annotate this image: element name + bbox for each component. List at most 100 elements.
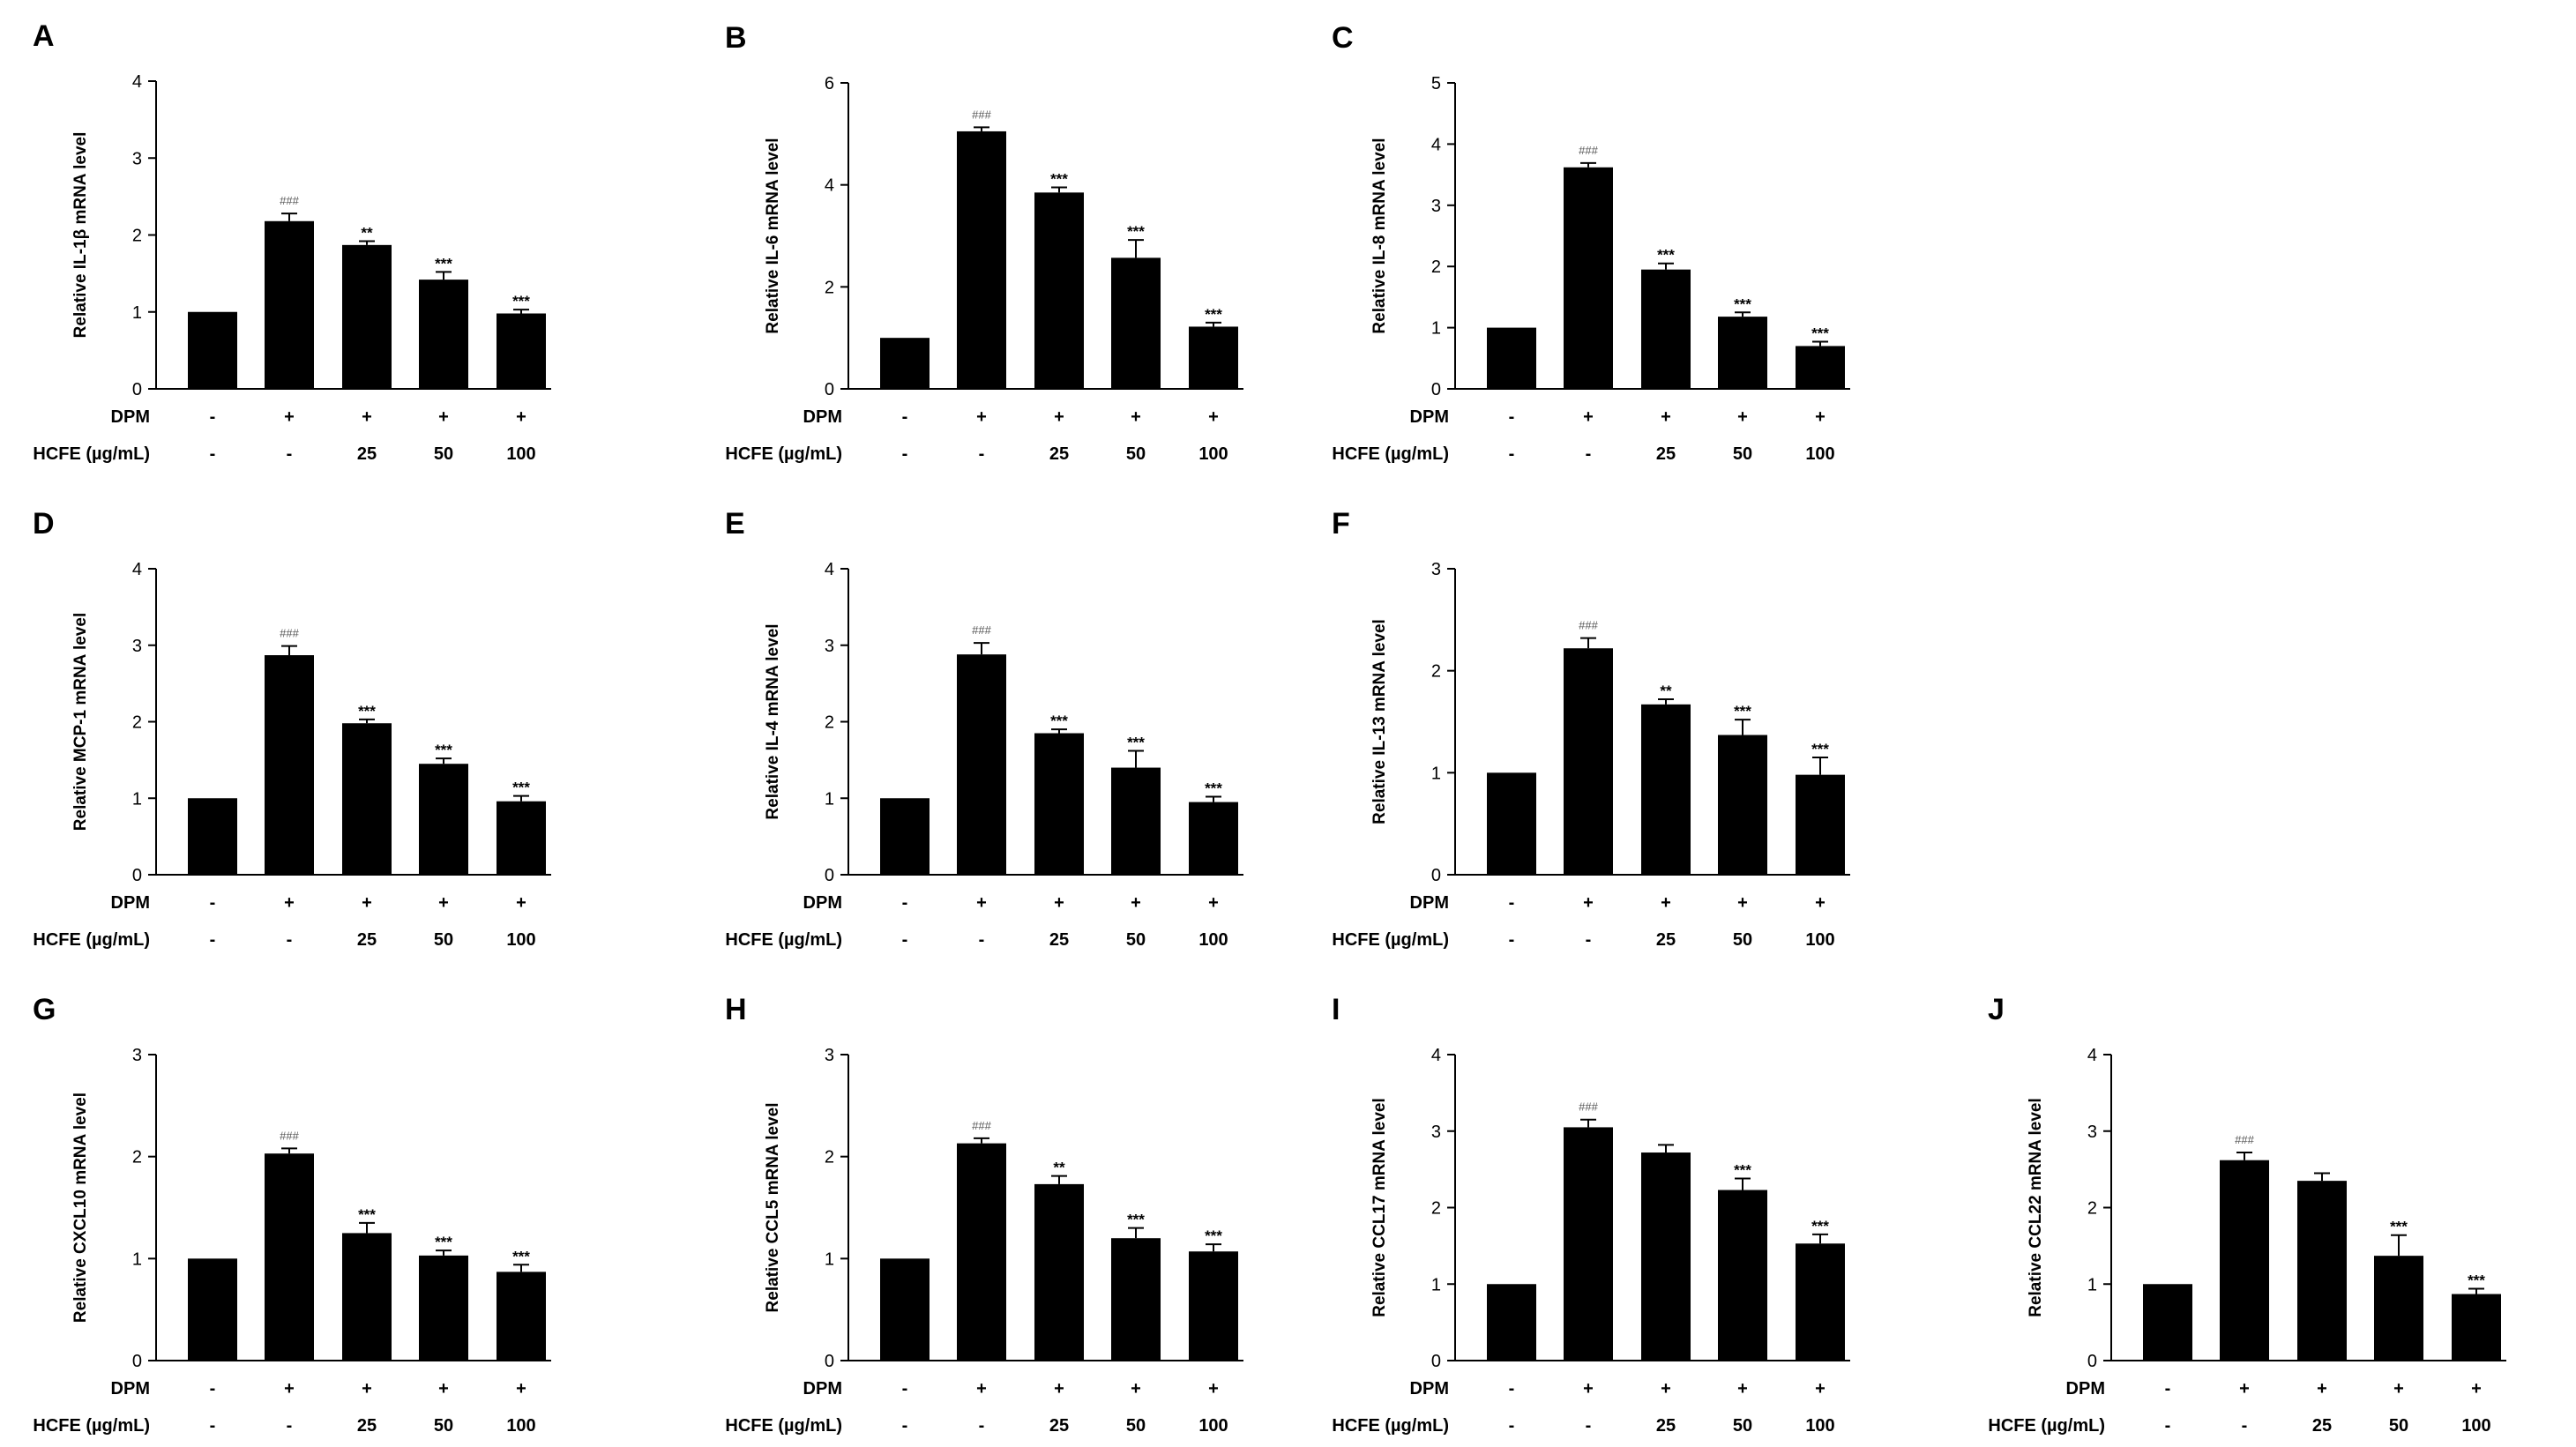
panel-g: G Relative CXCL10 mRNA level 0 1 2 3 - - ### + - **… xyxy=(33,993,551,1436)
bar xyxy=(1641,1152,1691,1361)
hcfe-row-label: HCFE (µg/mL) xyxy=(1332,444,1449,464)
hcfe-dose: - xyxy=(210,930,216,950)
hcfe-dose: - xyxy=(1586,1416,1592,1436)
y-tick-label: 1 xyxy=(1431,319,1441,339)
dpm-condition: + xyxy=(284,1379,295,1399)
bar xyxy=(1111,1238,1161,1361)
bar xyxy=(1796,1243,1845,1361)
bar xyxy=(419,764,468,875)
dpm-condition: + xyxy=(1815,407,1826,427)
y-tick-label: 1 xyxy=(1431,764,1441,783)
y-axis-title: Relative CXCL10 mRNA level xyxy=(71,1093,90,1323)
significance-label: ### xyxy=(972,108,991,121)
y-tick-label: 2 xyxy=(1431,1199,1441,1219)
significance-label: *** xyxy=(1811,1218,1829,1234)
bar xyxy=(419,1255,468,1361)
significance-label: *** xyxy=(1734,295,1751,312)
dpm-row-label: DPM xyxy=(803,893,842,913)
bar xyxy=(1189,326,1238,389)
hcfe-row-label: HCFE (µg/mL) xyxy=(33,444,150,464)
bar xyxy=(880,338,930,389)
hcfe-dose: - xyxy=(902,1416,908,1436)
bar xyxy=(957,131,1006,390)
dpm-row-label: DPM xyxy=(111,407,150,427)
y-axis-title: Relative IL-4 mRNA level xyxy=(764,623,782,819)
bar xyxy=(1564,167,1613,389)
hcfe-dose: 25 xyxy=(2312,1416,2332,1436)
y-axis-title: Relative CCL22 mRNA level xyxy=(2027,1098,2045,1317)
hcfe-dose: - xyxy=(902,930,908,950)
significance-label: ### xyxy=(1579,619,1598,632)
y-tick-label: 4 xyxy=(2087,1046,2097,1065)
bar xyxy=(1641,269,1691,389)
bar xyxy=(342,1233,392,1361)
bar xyxy=(419,280,468,389)
dpm-condition: + xyxy=(1737,893,1748,913)
y-axis-title: Relative IL-1β mRNA level xyxy=(71,132,90,339)
y-tick-label: 0 xyxy=(825,380,834,399)
y-tick-label: 3 xyxy=(132,637,142,656)
bar xyxy=(342,244,392,389)
dpm-condition: - xyxy=(210,1379,216,1399)
dpm-condition: + xyxy=(516,1379,526,1399)
hcfe-dose: 100 xyxy=(1805,444,1834,464)
panel-d: D Relative MCP-1 mRNA level 0 1 2 3 4 - - ### + - **… xyxy=(33,507,551,950)
hcfe-dose: - xyxy=(287,444,293,464)
bar xyxy=(1564,1127,1613,1361)
significance-label: *** xyxy=(435,255,452,272)
dpm-condition: + xyxy=(284,407,295,427)
hcfe-dose: - xyxy=(2242,1416,2248,1436)
dpm-condition: - xyxy=(902,893,908,913)
dpm-condition: + xyxy=(1208,893,1219,913)
hcfe-dose: - xyxy=(210,1416,216,1436)
hcfe-dose: 50 xyxy=(1733,930,1752,950)
y-tick-label: 1 xyxy=(132,1249,142,1269)
panel-letter: C xyxy=(1332,21,1354,55)
hcfe-dose: - xyxy=(1509,1416,1515,1436)
bar xyxy=(2297,1181,2347,1361)
bar xyxy=(2220,1160,2269,1361)
y-tick-label: 3 xyxy=(825,1046,834,1065)
dpm-condition: + xyxy=(2393,1379,2404,1399)
dpm-condition: + xyxy=(362,893,372,913)
y-tick-label: 3 xyxy=(2087,1123,2097,1142)
dpm-condition: + xyxy=(1737,1379,1748,1399)
dpm-condition: + xyxy=(2471,1379,2482,1399)
y-tick-label: 3 xyxy=(1431,560,1441,579)
hcfe-row-label: HCFE (µg/mL) xyxy=(725,1416,842,1436)
y-tick-label: 4 xyxy=(825,176,834,196)
bar xyxy=(1564,648,1613,875)
bar xyxy=(265,1153,314,1361)
dpm-condition: + xyxy=(976,1379,987,1399)
panel-i: I Relative CCL17 mRNA level 0 1 2 3 4 - - ### + - +2… xyxy=(1332,993,1850,1436)
y-tick-label: 1 xyxy=(132,303,142,323)
panel-f: F Relative IL-13 mRNA level 0 1 2 3 - - ### + - ** +… xyxy=(1332,507,1850,950)
hcfe-row-label: HCFE (µg/mL) xyxy=(1332,930,1449,950)
significance-label: *** xyxy=(435,742,452,758)
significance-label: ### xyxy=(280,194,299,207)
dpm-condition: + xyxy=(1054,893,1064,913)
significance-label: *** xyxy=(1811,325,1829,342)
y-tick-label: 0 xyxy=(132,1352,142,1371)
y-tick-label: 4 xyxy=(1431,1046,1441,1065)
hcfe-dose: 100 xyxy=(1805,930,1834,950)
dpm-condition: + xyxy=(1815,1379,1826,1399)
dpm-condition: + xyxy=(1131,407,1141,427)
bar xyxy=(1796,774,1845,875)
y-tick-label: 4 xyxy=(132,560,142,579)
y-tick-label: 1 xyxy=(2087,1275,2097,1294)
hcfe-dose: - xyxy=(1509,930,1515,950)
bar xyxy=(265,220,314,389)
bar xyxy=(342,723,392,875)
hcfe-dose: - xyxy=(979,444,985,464)
hcfe-dose: 100 xyxy=(506,930,535,950)
y-tick-label: 3 xyxy=(132,1046,142,1065)
hcfe-dose: 100 xyxy=(1198,930,1228,950)
panel-letter: J xyxy=(1988,993,2005,1026)
y-tick-label: 0 xyxy=(132,866,142,885)
hcfe-dose: 50 xyxy=(1733,1416,1752,1436)
y-tick-label: 1 xyxy=(825,789,834,809)
significance-label: *** xyxy=(1734,1162,1751,1179)
significance-label: ### xyxy=(2235,1133,2254,1146)
significance-label: *** xyxy=(1734,703,1751,720)
